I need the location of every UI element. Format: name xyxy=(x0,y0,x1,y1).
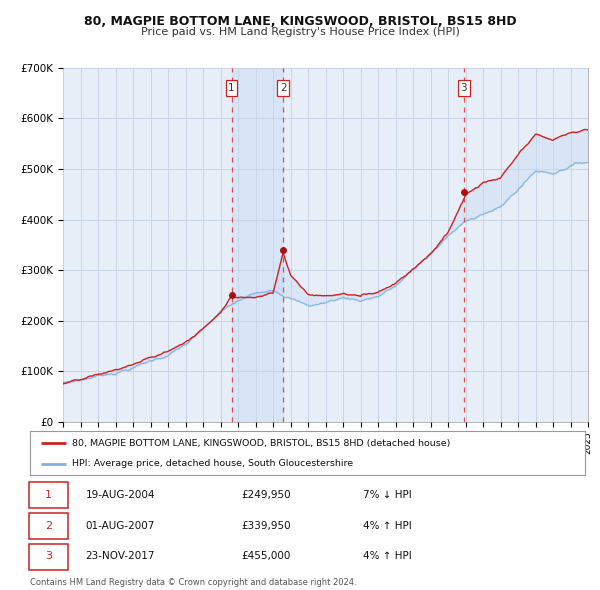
Text: 80, MAGPIE BOTTOM LANE, KINGSWOOD, BRISTOL, BS15 8HD: 80, MAGPIE BOTTOM LANE, KINGSWOOD, BRIST… xyxy=(83,15,517,28)
Text: Contains HM Land Registry data © Crown copyright and database right 2024.: Contains HM Land Registry data © Crown c… xyxy=(30,578,356,586)
Text: Price paid vs. HM Land Registry's House Price Index (HPI): Price paid vs. HM Land Registry's House … xyxy=(140,27,460,37)
Text: 3: 3 xyxy=(45,552,52,561)
Text: HPI: Average price, detached house, South Gloucestershire: HPI: Average price, detached house, Sout… xyxy=(71,460,353,468)
Text: 2: 2 xyxy=(280,83,286,93)
Text: 3: 3 xyxy=(460,83,467,93)
Text: 4% ↑ HPI: 4% ↑ HPI xyxy=(363,552,412,561)
Text: 1: 1 xyxy=(45,490,52,500)
Text: £339,950: £339,950 xyxy=(241,521,290,530)
FancyBboxPatch shape xyxy=(29,483,68,508)
Text: 19-AUG-2004: 19-AUG-2004 xyxy=(86,490,155,500)
Text: 1: 1 xyxy=(228,83,235,93)
Text: 4% ↑ HPI: 4% ↑ HPI xyxy=(363,521,412,530)
Text: 23-NOV-2017: 23-NOV-2017 xyxy=(86,552,155,561)
Text: £455,000: £455,000 xyxy=(241,552,290,561)
Text: 7% ↓ HPI: 7% ↓ HPI xyxy=(363,490,412,500)
FancyBboxPatch shape xyxy=(29,544,68,569)
FancyBboxPatch shape xyxy=(29,513,68,539)
Text: 2: 2 xyxy=(45,521,52,530)
Text: £249,950: £249,950 xyxy=(241,490,290,500)
Bar xyxy=(232,68,283,422)
Text: 01-AUG-2007: 01-AUG-2007 xyxy=(86,521,155,530)
Text: 80, MAGPIE BOTTOM LANE, KINGSWOOD, BRISTOL, BS15 8HD (detached house): 80, MAGPIE BOTTOM LANE, KINGSWOOD, BRIST… xyxy=(71,438,450,448)
